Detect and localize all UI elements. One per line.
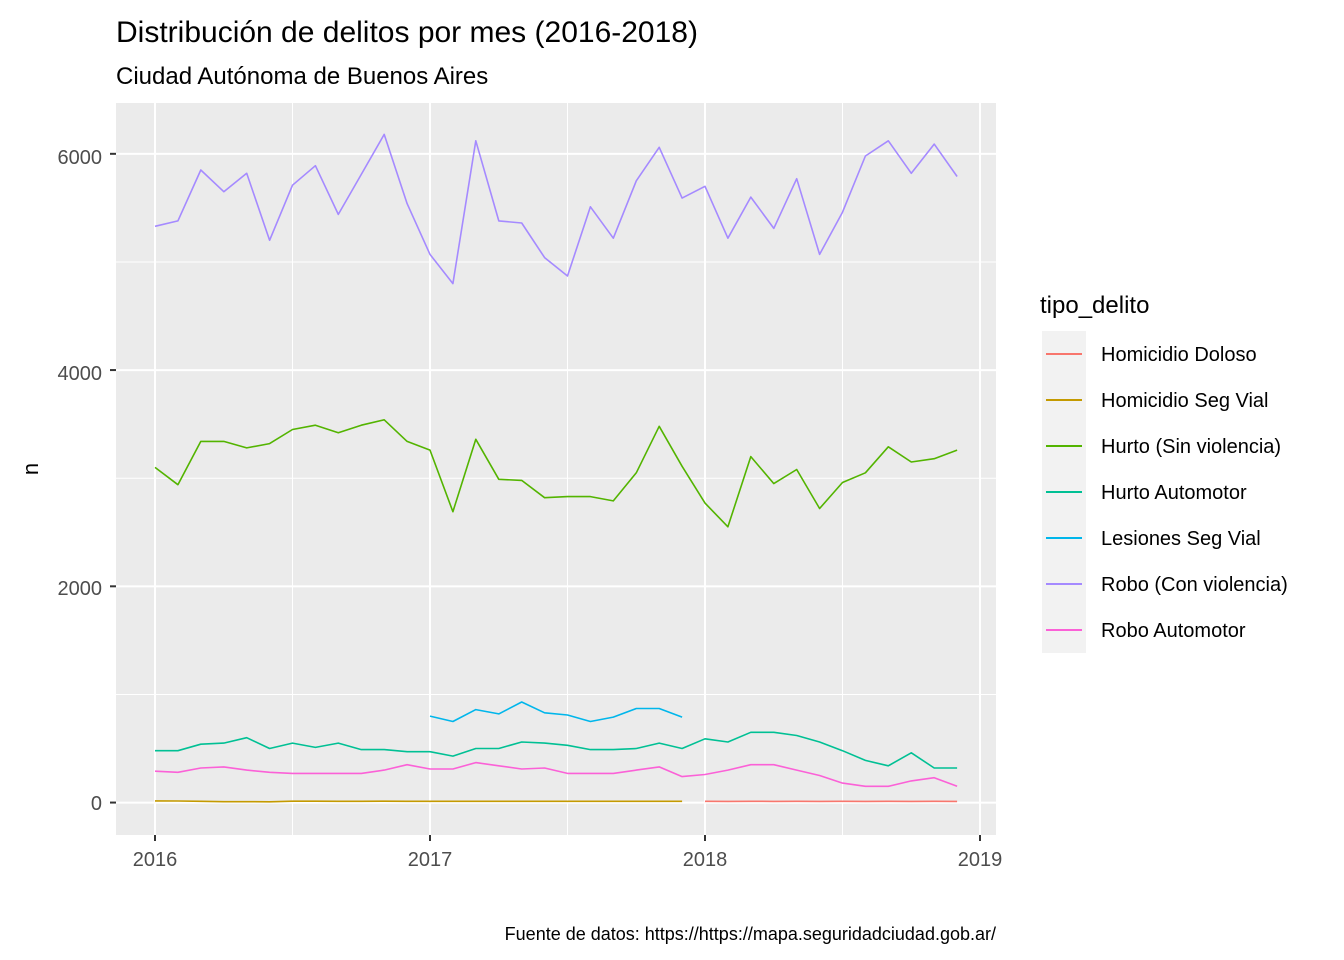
legend-item: Homicidio Doloso — [1042, 331, 1257, 377]
plot-panel — [116, 103, 996, 835]
series-line — [154, 418, 958, 528]
legend-label: Robo (Con violencia) — [1101, 574, 1288, 596]
y-tick-label: 0 — [91, 793, 102, 815]
y-tick-label: 6000 — [58, 147, 103, 169]
y-tick-label: 4000 — [58, 363, 103, 385]
legend-label: Lesiones Seg Vial — [1101, 528, 1261, 550]
x-tick-label: 2017 — [408, 849, 453, 871]
chart-subtitle: Ciudad Autónoma de Buenos Aires — [116, 63, 488, 90]
grid-minor — [116, 103, 996, 835]
legend-label: Homicidio Seg Vial — [1101, 390, 1269, 412]
series-line — [155, 731, 958, 769]
y-tick-label: 2000 — [58, 578, 103, 600]
legend-item: Hurto (Sin violencia) — [1042, 423, 1281, 469]
legend-title: tipo_delito — [1040, 292, 1149, 319]
legend-label: Homicidio Doloso — [1101, 344, 1257, 366]
axis-ticks — [110, 152, 981, 841]
x-tick-labels: 2016 2017 2018 2019 — [133, 849, 1003, 871]
legend: tipo_delito Homicidio Doloso Homicidio Se… — [1040, 292, 1288, 653]
chart-title: Distribución de delitos por mes (2016-20… — [116, 16, 698, 49]
legend-items: Homicidio Doloso Homicidio Seg Vial Hurto … — [1042, 331, 1288, 653]
legend-label: Robo Automotor — [1101, 620, 1246, 642]
legend-item: Robo Automotor — [1042, 607, 1246, 653]
legend-item: Homicidio Seg Vial — [1042, 377, 1269, 423]
chart-caption: Fuente de datos: https://https://mapa.se… — [505, 924, 996, 944]
legend-label: Hurto (Sin violencia) — [1101, 436, 1281, 458]
y-tick-labels: 0 2000 4000 6000 — [58, 147, 103, 815]
series-line — [154, 133, 958, 285]
legend-item: Robo (Con violencia) — [1042, 561, 1288, 607]
series-line — [429, 701, 683, 723]
x-tick-label: 2016 — [133, 849, 178, 871]
y-axis-title: n — [18, 463, 43, 475]
legend-item: Lesiones Seg Vial — [1042, 515, 1261, 561]
series-lines — [154, 133, 958, 803]
legend-item: Hurto Automotor — [1042, 469, 1247, 515]
legend-label: Hurto Automotor — [1101, 482, 1247, 504]
x-tick-label: 2019 — [958, 849, 1003, 871]
x-tick-label: 2018 — [683, 849, 728, 871]
series-line — [154, 761, 958, 788]
series-line — [154, 800, 683, 803]
